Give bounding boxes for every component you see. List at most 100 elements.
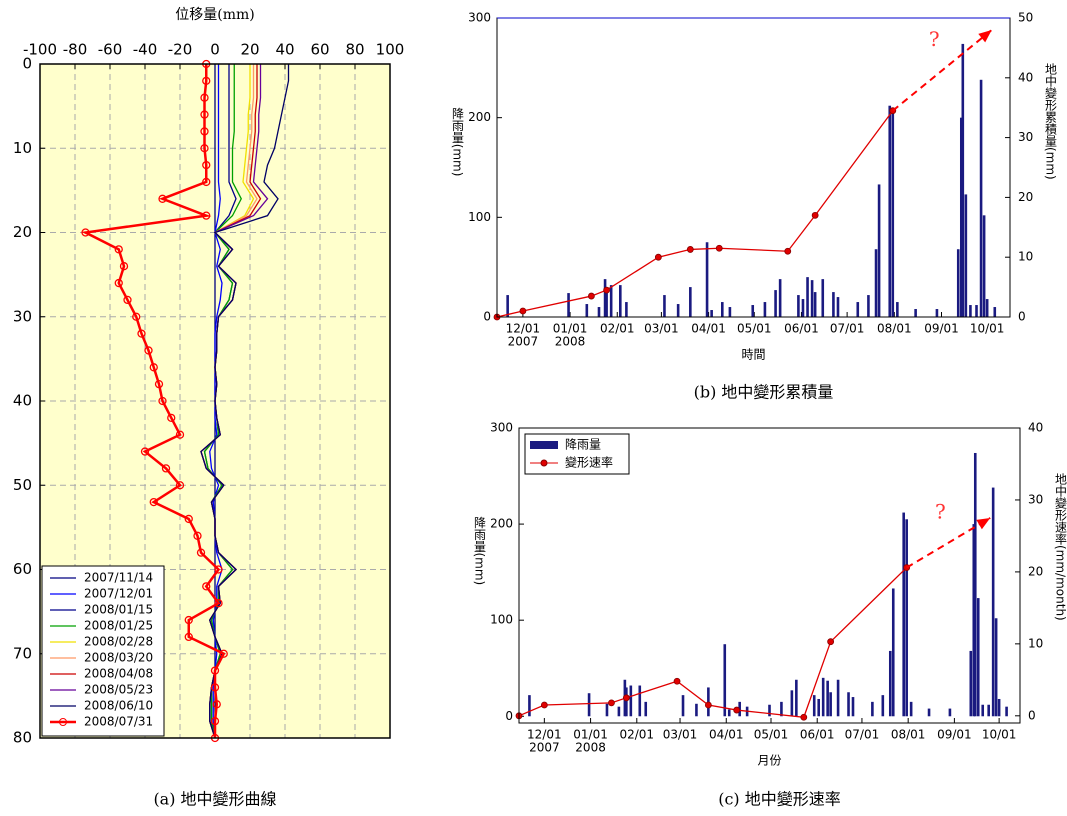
marker (167, 413, 176, 423)
arrow-head (976, 517, 991, 530)
rain-bar (720, 302, 724, 317)
rain-bar (867, 295, 870, 317)
x-tick-sublabel: 2008 (575, 741, 606, 755)
marker (140, 447, 150, 456)
marker (733, 706, 741, 714)
marker (202, 160, 211, 170)
y2-tick-label: 0 (1018, 310, 1026, 324)
rain-bar (813, 292, 817, 317)
plot-frame (518, 427, 1021, 724)
marker (184, 632, 193, 642)
rain-bar (979, 79, 983, 317)
marker (158, 396, 167, 406)
legend-label: 2008/07/31 (84, 715, 153, 729)
rain-bar (935, 309, 939, 317)
y2-tick-label: 20 (1018, 190, 1033, 204)
projection-arrow (906, 517, 991, 569)
rain-bar (728, 307, 732, 317)
rain-bar (891, 588, 895, 717)
x-axis-label: 位移量(mm) (175, 7, 254, 23)
marker (519, 307, 527, 315)
legend-label: 2008/03/20 (84, 651, 153, 665)
rain-bar (806, 277, 809, 317)
rain-bar (993, 307, 997, 317)
rain-bar (969, 305, 972, 317)
y2-tick-label: 20 (1028, 564, 1043, 578)
marker (202, 177, 211, 187)
x-tick-label: 02/01 (619, 728, 654, 742)
rain-bar (964, 194, 968, 317)
y-tick-label: 300 (490, 421, 513, 435)
x-tick-label: -80 (63, 41, 88, 59)
profile-line (200, 64, 290, 739)
y2-tick-label: 0 (1028, 708, 1036, 722)
marker (184, 514, 193, 524)
x-tick-label: 01/01 (573, 728, 608, 742)
x-axis-label: 時間 (741, 348, 765, 362)
y-tick-label: 10 (13, 139, 32, 157)
legend-label: 2008/04/08 (84, 667, 153, 681)
caption: (a) 地中變形曲線 (153, 790, 276, 809)
rain-bar (914, 309, 917, 317)
x-tick-label: 60 (310, 41, 329, 59)
rain-bar (812, 695, 816, 717)
marker (608, 699, 615, 707)
y2-tick-label: 40 (1028, 421, 1043, 435)
rain-bar (976, 598, 980, 717)
marker (149, 363, 158, 372)
marker (149, 497, 158, 507)
caption: (b) 地中變形累積量 (694, 383, 834, 402)
x-tick-label: 03/01 (644, 322, 679, 336)
rain-bar (605, 703, 609, 717)
rate-line (518, 567, 908, 718)
x-axis-label: 月份 (757, 754, 781, 768)
marker (587, 292, 595, 300)
y-tick-label: 0 (22, 55, 32, 73)
rain-bar (821, 677, 825, 717)
x-tick-label: 06/01 (800, 728, 835, 742)
x-tick-label: 12/01 (506, 322, 541, 336)
marker (673, 677, 681, 685)
marker (210, 717, 220, 726)
rain-bar (625, 302, 628, 317)
rain-bar (780, 701, 783, 717)
rain-bar (991, 487, 995, 717)
x-tick-label: 07/01 (845, 728, 880, 742)
x-tick-label: 100 (376, 41, 405, 59)
rain-bar (856, 302, 860, 317)
x-tick-label: 05/01 (737, 322, 772, 336)
marker (686, 246, 694, 253)
x-tick-label: 03/01 (663, 728, 698, 742)
x-tick-label: -20 (168, 41, 193, 59)
x-tick-label: 10/01 (982, 728, 1017, 742)
x-tick-label: 40 (275, 41, 294, 59)
rain-bar (821, 279, 825, 317)
rain-bar (927, 708, 931, 717)
marker (622, 694, 630, 702)
x-tick-label: 05/01 (754, 728, 789, 742)
marker (200, 144, 209, 153)
projection-arrow (892, 29, 993, 112)
y-tick-label: 0 (505, 709, 513, 723)
marker (704, 701, 712, 709)
legend-marker (59, 718, 67, 726)
rain-bar (617, 706, 621, 717)
x-tick-sublabel: 2007 (529, 741, 560, 755)
marker (200, 127, 209, 136)
rain-bar (902, 512, 905, 717)
rain-bar (975, 305, 978, 317)
x-tick-label: 09/01 (924, 322, 959, 336)
marker (210, 666, 220, 675)
marker (154, 379, 164, 389)
marker (161, 464, 171, 473)
y-tick-label: 70 (13, 644, 32, 662)
rain-bar (774, 290, 777, 317)
rain-bar (663, 295, 666, 317)
rain-bar (644, 701, 648, 717)
legend-label: 2008/01/25 (84, 619, 153, 633)
rain-bar (905, 519, 908, 717)
y2-tick-label: 30 (1018, 130, 1033, 144)
y-tick-label: 100 (468, 210, 491, 224)
x-tick-sublabel: 2008 (555, 335, 586, 349)
